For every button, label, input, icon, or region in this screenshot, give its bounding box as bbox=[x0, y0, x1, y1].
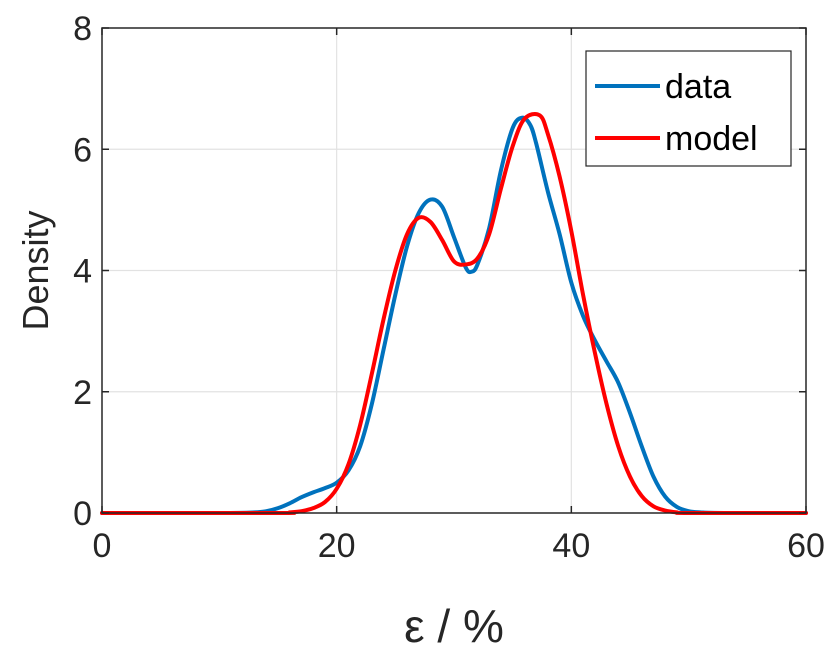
legend-box bbox=[585, 50, 792, 167]
y-tick-label: 6 bbox=[73, 131, 92, 169]
legend: data model bbox=[585, 50, 792, 167]
y-axis-label: Density bbox=[15, 210, 56, 330]
y-tick-label: 8 bbox=[73, 10, 92, 48]
x-axis-label: ε / % bbox=[404, 600, 504, 652]
x-tick-label: 60 bbox=[787, 527, 825, 565]
axis-ticks: 0 20 40 60 0 2 4 6 8 bbox=[73, 10, 825, 565]
legend-label-model: model bbox=[665, 120, 758, 158]
y-tick-label: 2 bbox=[73, 374, 92, 412]
x-tick-label: 20 bbox=[318, 527, 356, 565]
series-line-model bbox=[100, 111, 808, 516]
y-tick-label: 4 bbox=[73, 253, 92, 291]
series-line-data bbox=[100, 115, 808, 516]
y-tick-label: 0 bbox=[73, 495, 92, 533]
grid-lines bbox=[102, 28, 806, 513]
series-lines bbox=[100, 111, 808, 516]
legend-label-data: data bbox=[665, 68, 731, 106]
x-tick-label: 0 bbox=[93, 527, 112, 565]
x-tick-label: 40 bbox=[552, 527, 590, 565]
